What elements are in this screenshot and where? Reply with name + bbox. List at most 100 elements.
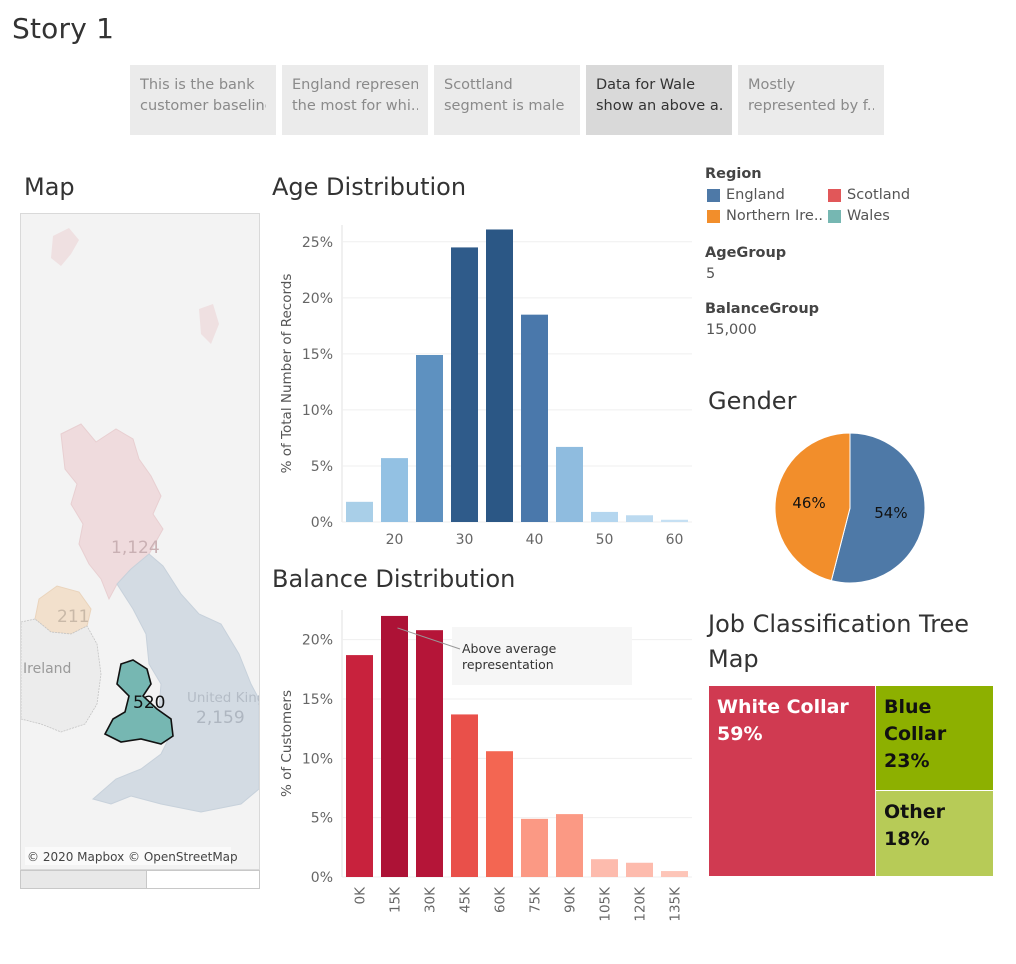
- pie-slice[interactable]: [830, 432, 926, 584]
- map-scrollbar-thumb[interactable]: [21, 871, 147, 888]
- job-treemap-title-line1: Job Classification Tree: [708, 610, 970, 638]
- region-legend-title: Region: [705, 166, 762, 182]
- story-point-1-line2: customer baseline: [140, 98, 266, 114]
- job-classification-treemap: White Collar 59% Blue Collar 23% Other 1…: [709, 686, 993, 876]
- attribution-bg: [25, 847, 231, 865]
- map-attribution: © 2020 Mapbox © OpenStreetMap: [27, 850, 238, 864]
- x-tick-label: 105K: [598, 886, 614, 922]
- job-treemap-title: Job Classification Tree Map: [708, 607, 969, 677]
- story-point-4[interactable]: Data for Wale show an above a..: [586, 65, 732, 135]
- annotation-pointer: [397, 627, 461, 650]
- story-point-3-line1: Scottland: [444, 77, 513, 93]
- legend-label: Wales: [847, 208, 890, 224]
- treemap-cell-pct: 59%: [717, 723, 763, 745]
- balance-group-value[interactable]: 15,000: [706, 322, 757, 338]
- x-tick-label: 120K: [633, 886, 649, 922]
- x-tick-label: 60K: [493, 886, 509, 913]
- balance-bar[interactable]: [661, 871, 688, 877]
- y-tick-label: 15%: [302, 347, 333, 363]
- annotation-text: Above average: [462, 641, 557, 656]
- balance-bar[interactable]: [451, 714, 478, 877]
- y-tick-label: 5%: [311, 811, 333, 827]
- treemap-cell-blue-collar[interactable]: Blue Collar 23%: [876, 686, 993, 790]
- age-bar[interactable]: [381, 458, 408, 522]
- age-bar[interactable]: [556, 446, 583, 522]
- balance-bar[interactable]: [521, 818, 548, 877]
- legend-item-scotland[interactable]: Scotland: [828, 187, 910, 203]
- x-tick-label: 75K: [528, 886, 544, 913]
- legend-item-wales[interactable]: Wales: [828, 208, 890, 224]
- y-axis-title: % of Customers: [279, 690, 295, 797]
- story-point-2-line1: England represent: [292, 77, 418, 93]
- age-group-value[interactable]: 5: [706, 266, 716, 282]
- age-bar[interactable]: [521, 314, 548, 522]
- england-count-label: 2,159: [196, 708, 245, 728]
- age-bar[interactable]: [451, 247, 478, 522]
- ireland-label: Ireland: [23, 661, 71, 677]
- x-tick-label: 0K: [353, 886, 369, 905]
- legend-swatch: [707, 188, 720, 202]
- age-bar[interactable]: [661, 519, 688, 522]
- england-shape[interactable]: [91, 553, 259, 813]
- map-title: Map: [24, 173, 75, 201]
- treemap-cell-name: White Collar: [717, 696, 849, 718]
- story-point-4-line2: show an above a..: [596, 98, 722, 114]
- balance-bar[interactable]: [486, 751, 513, 877]
- balance-bar[interactable]: [346, 655, 373, 877]
- x-tick-label: 60: [666, 532, 684, 548]
- ireland-shape: [21, 618, 102, 733]
- story-point-3[interactable]: Scottland segment is male ..: [434, 65, 580, 135]
- balance-distribution-chart: 0% 5% 10% 15% 20% 0K 15K 30K 45K 60K 75K 90K 105K 120…: [279, 610, 692, 922]
- balance-bar[interactable]: [416, 630, 443, 877]
- age-bar[interactable]: [591, 511, 618, 522]
- balance-bar[interactable]: [381, 615, 408, 877]
- legend-label: England: [726, 187, 785, 203]
- balance-group-title: BalanceGroup: [705, 301, 820, 317]
- y-tick-label: 10%: [302, 403, 333, 419]
- legend-item-northern-ireland[interactable]: Northern Ire..: [707, 208, 823, 224]
- story-point-1[interactable]: This is the bank customer baseline: [130, 65, 276, 135]
- pie-slice-label: 54%: [874, 504, 907, 522]
- pie-slice[interactable]: [774, 432, 851, 582]
- balance-bar[interactable]: [626, 862, 653, 877]
- wales-shape[interactable]: [103, 659, 174, 745]
- age-bar[interactable]: [486, 229, 513, 522]
- treemap-cell-name: Blue Collar: [884, 696, 947, 745]
- treemap-cell-pct: 23%: [884, 750, 930, 772]
- x-tick-label: 40: [526, 532, 544, 548]
- story-point-5[interactable]: Mostly represented by f..: [738, 65, 884, 135]
- legend-swatch: [707, 209, 720, 223]
- age-bar[interactable]: [416, 355, 443, 522]
- legend-swatch: [828, 209, 841, 223]
- age-bar[interactable]: [346, 501, 373, 522]
- story-point-2[interactable]: England represent the most for whi..: [282, 65, 428, 135]
- scotland-island-shape: [199, 304, 219, 344]
- map-view[interactable]: 1,124 211 Ireland United Kingdom 2,159 5…: [20, 213, 260, 870]
- treemap-cell-other[interactable]: Other 18%: [876, 791, 993, 876]
- legend-item-england[interactable]: England: [707, 187, 785, 203]
- pie-slice-label: 46%: [792, 494, 825, 512]
- uk-label: United Kingdom: [187, 690, 259, 706]
- age-chart-title: Age Distribution: [272, 173, 467, 201]
- age-bar[interactable]: [626, 515, 653, 522]
- y-tick-label: 0%: [311, 515, 333, 531]
- balance-bar[interactable]: [556, 814, 583, 877]
- x-tick-label: 20: [386, 532, 404, 548]
- legend-label: Northern Ire..: [726, 208, 824, 224]
- x-tick-label: 45K: [458, 886, 474, 913]
- gender-chart-title: Gender: [708, 387, 797, 415]
- treemap-cell-white-collar[interactable]: White Collar 59%: [709, 686, 875, 876]
- map-scrollbar[interactable]: [20, 870, 260, 889]
- legend-label: Scotland: [847, 187, 911, 203]
- story-point-1-line1: This is the bank: [140, 77, 255, 93]
- balance-bar[interactable]: [591, 859, 618, 877]
- x-tick-label: 90K: [563, 886, 579, 913]
- treemap-cell-pct: 18%: [884, 828, 930, 850]
- age-group-title: AgeGroup: [705, 245, 787, 261]
- x-tick-label: 50: [596, 532, 614, 548]
- y-tick-label: 0%: [311, 870, 333, 886]
- scotland-count-label: 1,124: [111, 538, 160, 558]
- y-tick-label: 20%: [302, 291, 333, 307]
- gender-pie-chart: 54% 46%: [774, 432, 926, 584]
- story-point-4-line1: Data for Wale: [596, 77, 696, 93]
